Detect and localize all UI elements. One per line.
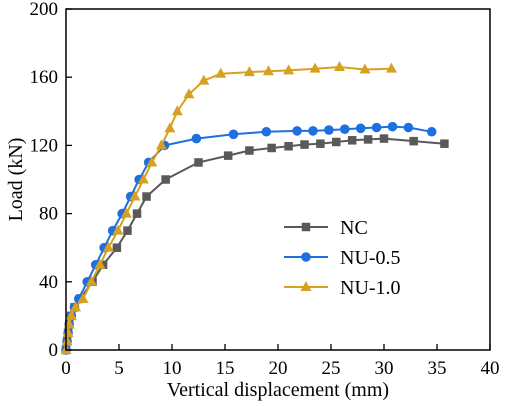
y-axis-title: Load (kN) [5,138,27,222]
legend-marker-NC [301,222,311,232]
data-point-NU-1.0-17 [171,105,183,116]
x-tick-label-10: 10 [163,358,182,379]
data-point-NU-1.0-10 [112,224,124,235]
data-point-NC-24 [379,134,389,143]
data-point-NU-1.0-13 [137,173,149,184]
y-tick-label-40: 40 [39,272,58,293]
data-point-NU-1.0-12 [129,190,141,201]
x-tick-label-20: 20 [269,358,288,379]
data-point-NU-0.5-20 [308,126,318,136]
data-point-NU-0.5-24 [371,122,382,133]
data-point-NU-0.5-19 [292,126,302,136]
data-point-NU-0.5-25 [387,121,398,132]
data-point-NU-1.0-23 [283,64,295,75]
data-point-NC-12 [142,192,151,201]
legend-label-NU-1.0: NU-1.0 [340,277,401,299]
data-point-NC-23 [363,135,373,144]
legend-marker-NU-1.0 [300,281,312,291]
data-point-NC-15 [223,151,233,160]
data-point-NU-1.0-25 [333,60,345,71]
y-tick-label-200: 200 [30,0,59,20]
data-point-NU-1.0-21 [243,66,255,77]
legend-item-NU-1.0: NU-1.0 [284,277,401,299]
data-point-NU-1.0-22 [262,65,274,76]
data-point-NC-21 [332,137,341,147]
series-NU-1.0 [60,60,397,354]
data-point-NU-1.0-4 [65,309,77,320]
data-point-NU-1.0-26 [359,63,371,74]
data-point-NU-1.0-9 [102,241,114,252]
series-line-NU-0.5 [65,125,432,351]
legend-item-NU-0.5: NU-0.5 [284,247,401,269]
x-tick-label-25: 25 [322,358,341,379]
data-point-NU-1.0-18 [183,88,195,99]
data-point-NC-19 [300,140,309,149]
data-point-NC-17 [267,143,276,153]
x-axis-title: Vertical displacement (mm) [167,379,389,401]
y-tick-label-160: 160 [30,67,59,88]
legend-marker-NU-0.5 [301,252,311,262]
x-tick-label-5: 5 [114,358,124,379]
data-point-NC-14 [194,158,203,167]
data-point-NU-1.0-15 [155,139,167,150]
data-point-NU-1.0-8 [94,258,106,269]
series-line-NC [65,137,445,351]
data-point-NC-20 [316,139,325,148]
data-point-NU-0.5-16 [191,133,202,144]
data-point-NU-1.0-19 [198,74,210,85]
series-NU-0.5 [61,121,437,355]
data-point-NC-25 [409,136,418,146]
legend-item-NC: NC [284,217,368,239]
legend-label-NC: NC [340,217,368,239]
data-point-NU-0.5-18 [261,126,272,137]
y-tick-label-80: 80 [39,204,58,225]
data-point-NU-1.0-24 [309,62,321,73]
data-point-NU-0.5-17 [228,129,239,140]
ticks-layer: 0 5 10 15 20 25 30 35 40 0 40 80 120 160 200 [30,0,500,379]
x-tick-label-35: 35 [428,358,447,379]
data-point-NC-13 [161,175,170,184]
data-point-NC-9 [112,243,122,252]
x-tick-label-0: 0 [61,358,71,379]
data-point-NU-0.5-22 [339,124,350,135]
data-point-NU-0.5-23 [355,123,366,134]
series-NC [61,134,449,355]
data-point-NU-1.0-6 [77,292,89,303]
y-tick-label-0: 0 [49,340,59,361]
x-tick-label-30: 30 [375,358,394,379]
data-point-NU-1.0-20 [215,67,227,78]
data-point-NU-0.5-27 [426,126,437,137]
data-point-NU-1.0-14 [146,156,158,167]
series-layer [60,60,449,355]
data-point-NC-18 [284,142,293,151]
data-point-NU-1.0-5 [70,301,82,312]
data-point-NU-0.5-21 [324,125,334,135]
data-point-NU-0.5-26 [403,122,414,133]
data-point-NU-1.0-1 [61,335,73,346]
legend: NC NU-0.5 NU-1.0 [284,217,401,299]
y-tick-label-120: 120 [30,135,59,156]
data-point-NC-26 [440,139,449,148]
data-point-NU-1.0-16 [164,122,176,133]
data-point-NU-1.0-27 [385,62,397,73]
plot-frame [65,8,491,351]
series-line-NU-1.0 [65,65,392,351]
legend-label-NU-0.5: NU-0.5 [340,247,401,269]
x-tick-label-40: 40 [481,358,500,379]
x-tick-label-15: 15 [216,358,235,379]
data-point-NC-11 [132,209,142,218]
data-point-NU-1.0-7 [85,275,97,286]
data-point-NC-22 [347,136,357,145]
data-point-NU-1.0-11 [120,207,132,218]
data-point-NC-16 [245,146,254,155]
data-point-NC-10 [123,226,132,235]
